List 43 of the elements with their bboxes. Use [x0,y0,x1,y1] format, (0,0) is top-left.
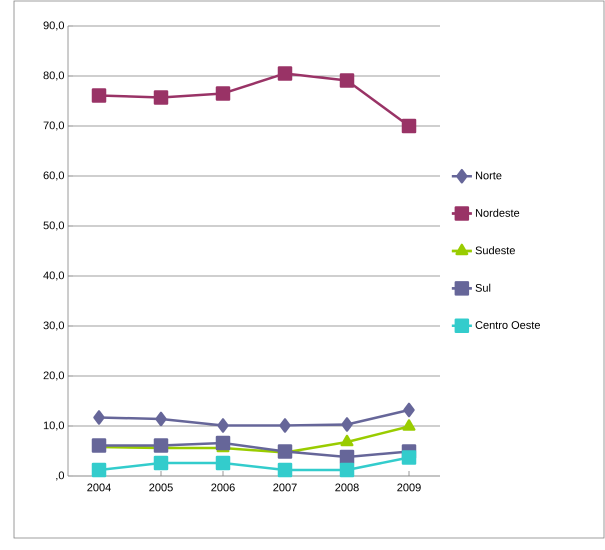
legend-label: Centro Oeste [476,321,540,329]
point [216,86,230,101]
point [155,412,167,426]
point [93,410,105,425]
x-tick-label: 2008 [335,484,359,492]
point [154,456,168,470]
point [340,73,354,88]
point [340,434,354,446]
point [403,402,415,418]
y-tick-label: 80,0 [44,71,64,81]
point [92,88,106,103]
point [340,462,354,478]
point [154,90,168,105]
point [278,66,292,81]
y-tick-label: ,0 [56,471,64,481]
point [279,418,291,433]
y-tick-label: 40,0 [43,271,64,281]
x-tick-label: 2004 [87,484,111,492]
y-tick-label: 70,0 [44,121,64,131]
point [278,462,292,478]
point [92,462,106,478]
x-tick-label: 2005 [149,484,173,492]
y-tick-label: 90,0 [44,21,64,31]
x-tick-label: 2006 [211,484,235,492]
point [341,417,353,432]
point [402,419,416,431]
y-tick-label: 60,0 [44,171,64,181]
legend-label: Norte [476,172,502,180]
point [154,438,168,453]
y-tick-label: 30,0 [43,321,64,331]
point [216,436,230,450]
point [402,118,416,134]
legend-label: Sudeste [476,246,515,254]
point [216,456,230,470]
legend-label: Sul [476,284,490,292]
legend-label: Nordeste [476,208,520,217]
point [402,450,416,465]
y-tick-label: 10,0 [44,421,64,431]
x-tick-label: 2009 [397,484,421,492]
y-tick-label: 20,0 [44,371,64,381]
point [217,418,229,433]
y-tick-label: 50,0 [44,221,64,231]
x-tick-label: 2007 [273,484,297,492]
